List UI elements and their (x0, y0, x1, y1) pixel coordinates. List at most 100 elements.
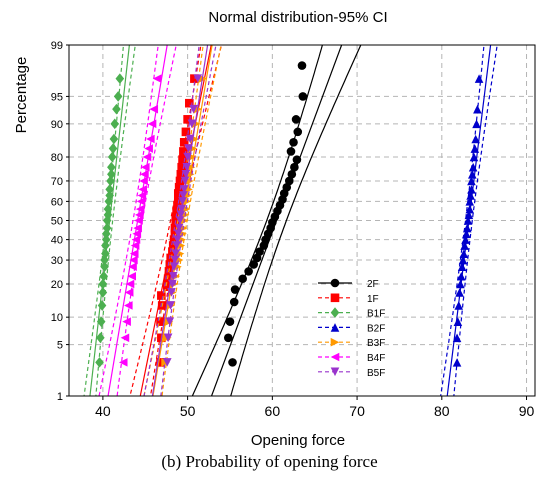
data-point (244, 267, 253, 276)
y-tick-label: 1 (57, 391, 63, 403)
data-point (168, 271, 178, 281)
data-point (147, 119, 157, 129)
data-point (468, 169, 477, 179)
series-b5f (143, 45, 217, 396)
data-point (462, 223, 472, 233)
data-point (457, 262, 467, 272)
x-tick-label: 50 (180, 403, 196, 419)
data-point (163, 274, 173, 284)
data-point (173, 189, 183, 198)
data-point (109, 133, 119, 145)
data-point (127, 271, 136, 281)
y-tick-label: 60 (51, 196, 63, 208)
data-point (115, 73, 125, 84)
legend-marker (330, 337, 340, 347)
data-point (162, 358, 172, 367)
data-point (228, 358, 237, 367)
data-point (136, 197, 146, 206)
series-2f (191, 45, 362, 396)
data-point (128, 262, 137, 272)
y-tick-label: 90 (51, 119, 63, 131)
data-point (169, 262, 179, 272)
data-point (107, 168, 116, 180)
data-point (98, 278, 108, 290)
data-point (98, 287, 108, 298)
data-point (107, 161, 116, 173)
ci-band-lower (191, 45, 324, 396)
data-point (96, 332, 105, 344)
data-point (152, 74, 162, 83)
data-point (113, 91, 123, 102)
data-point (175, 216, 185, 225)
legend-marker (330, 367, 340, 377)
data-point (467, 176, 476, 186)
data-point (179, 138, 189, 147)
y-tick-label: 50 (51, 216, 63, 228)
data-point (181, 127, 191, 137)
data-point (255, 247, 264, 256)
legend-marker (330, 323, 340, 332)
data-point (175, 176, 185, 186)
data-point (134, 216, 143, 225)
data-point (118, 358, 128, 367)
data-point (290, 162, 299, 172)
series-b2f (440, 45, 498, 396)
y-tick-label: 5 (57, 340, 63, 352)
ci-band-lower (440, 45, 485, 396)
data-point (185, 98, 194, 108)
data-point (461, 235, 470, 244)
data-point (454, 301, 464, 310)
data-point (129, 249, 139, 258)
data-point (293, 127, 303, 137)
data-point (170, 255, 180, 265)
data-point (473, 104, 482, 114)
data-point (137, 191, 147, 200)
data-point (163, 333, 173, 343)
data-point (157, 291, 166, 300)
data-point (179, 147, 188, 156)
y-tick-label: 20 (51, 279, 63, 291)
data-point (168, 247, 177, 256)
data-point (110, 118, 120, 130)
data-point (297, 61, 307, 70)
data-point (177, 204, 186, 214)
data-point (146, 134, 155, 144)
data-point (182, 162, 192, 172)
data-point (101, 234, 111, 245)
data-point (156, 358, 165, 367)
legend-label: B1F (367, 309, 385, 320)
ci-band-upper (230, 45, 362, 396)
legend-label: B4F (367, 353, 385, 364)
data-point (104, 196, 114, 207)
data-point (462, 229, 471, 239)
y-tick-label: 95 (51, 91, 63, 103)
data-point (455, 288, 464, 297)
data-point (180, 176, 190, 186)
data-point (173, 235, 182, 244)
ci-band-upper (160, 45, 217, 396)
data-point (466, 191, 475, 200)
data-point (122, 317, 131, 326)
data-point (181, 169, 191, 179)
x-tick-label: 70 (349, 403, 365, 419)
ci-band-lower (143, 45, 200, 396)
data-point (156, 317, 165, 326)
data-point (176, 210, 186, 220)
data-point (166, 253, 175, 263)
x-tick-label: 40 (95, 403, 111, 419)
data-point (470, 144, 480, 153)
data-point (178, 155, 187, 164)
data-point (131, 235, 141, 244)
data-point (190, 74, 199, 83)
x-tick-label: 60 (265, 403, 281, 419)
data-point (178, 197, 187, 206)
data-point (108, 143, 118, 154)
data-point (465, 204, 475, 214)
data-point (95, 357, 104, 368)
data-point (458, 255, 468, 265)
y-tick-label: 30 (51, 255, 63, 267)
data-point (452, 358, 462, 367)
legend-label: 1F (367, 294, 379, 305)
data-point (286, 147, 296, 156)
